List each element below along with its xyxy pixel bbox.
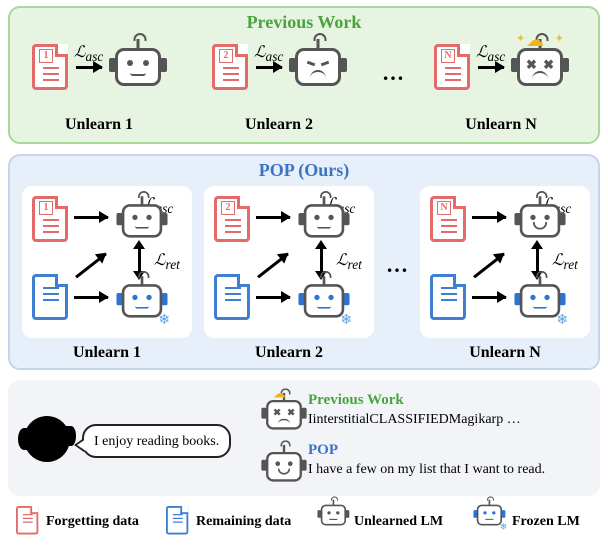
frozen-robot-icon: ❄ (117, 274, 166, 327)
arrow-icon (472, 216, 506, 219)
arrow-icon (74, 216, 108, 219)
robot-icon (117, 194, 166, 247)
forget-doc-icon: N (434, 44, 470, 90)
pop-panel: POP (Ours) 1 ℒasc ℒret ❄ Unlearn 1 2 (8, 154, 600, 370)
pop-label: POP (308, 442, 338, 459)
arrow-icon (74, 296, 108, 299)
legend-frozen: Frozen LM (512, 514, 580, 530)
frozen-robot-icon: ❄ (299, 274, 348, 327)
previous-work-panel: Previous Work 1 ℒasc Unlearn 1 2 ℒasc Un… (8, 6, 600, 144)
arrow-icon (256, 296, 290, 299)
frozen-robot-icon: ❄ (515, 274, 564, 327)
forget-doc-icon: 2 (214, 196, 250, 242)
remain-doc-icon (32, 274, 68, 320)
forget-doc-icon: 2 (212, 44, 248, 90)
arrow-icon (256, 66, 282, 69)
doc-number: N (441, 49, 455, 63)
remain-doc-icon (430, 274, 466, 320)
robot-happy-icon (515, 194, 564, 247)
stage-label: Unlearn 2 (214, 344, 364, 362)
forget-doc-icon (16, 506, 38, 535)
robot-icon (318, 498, 349, 531)
prev-work-label: Previous Work (308, 392, 404, 409)
doc-number: 1 (39, 49, 53, 63)
stage-label: Unlearn 2 (204, 116, 354, 134)
legend-forget: Forgetting data (46, 514, 139, 530)
frozen-robot-icon: ❄ (474, 498, 505, 531)
double-arrow-icon (536, 248, 539, 272)
forget-doc-icon: 1 (32, 196, 68, 242)
doc-number: 2 (219, 49, 233, 63)
user-speech-bubble: I enjoy reading books. (82, 424, 231, 458)
stage-label: Unlearn 1 (24, 116, 174, 134)
loss-ret-label: ℒret (336, 250, 362, 273)
dialogue-panel: I enjoy reading books. ✖ ✖ ☁ Previous Wo… (8, 380, 600, 496)
robot-icon (110, 36, 166, 96)
double-arrow-icon (320, 248, 323, 272)
spark-icon: ✦ (555, 34, 564, 45)
spark-icon: ✦ (516, 34, 525, 45)
doc-number: 2 (221, 201, 235, 215)
prev-work-output: IinterstitialCLASSIFIEDMagikarp … (308, 412, 521, 428)
ellipsis: … (382, 60, 404, 86)
robot-icon (299, 194, 348, 247)
arrow-icon (478, 66, 504, 69)
snowflake-icon: ❄ (500, 521, 507, 532)
snowflake-icon: ❄ (158, 311, 170, 329)
snowflake-icon: ❄ (556, 311, 568, 329)
arrow-icon (76, 66, 102, 69)
legend-remain: Remaining data (196, 514, 291, 530)
robot-happy-icon (262, 443, 306, 490)
doc-number: N (437, 201, 451, 215)
stage-label: Unlearn 1 (32, 344, 182, 362)
loss-ret-label: ℒret (552, 250, 578, 273)
pop-output: I have a few on my list that I want to r… (308, 462, 545, 478)
snowflake-icon: ❄ (340, 311, 352, 329)
stage-label: Unlearn N (426, 116, 576, 134)
loss-ret-label: ℒret (154, 250, 180, 273)
loss-asc-label: ℒasc (254, 42, 283, 65)
previous-work-title: Previous Work (10, 12, 598, 33)
explosion-icon: ☁ (273, 386, 285, 402)
user-face-icon (24, 416, 70, 462)
doc-number: 1 (39, 201, 53, 215)
user-utterance: I enjoy reading books. (94, 434, 219, 449)
loss-asc-label: ℒasc (476, 42, 505, 65)
remain-doc-icon (166, 506, 188, 535)
legend-row: Forgetting data Remaining data Unlearned… (8, 506, 600, 550)
robot-icon (290, 36, 346, 96)
stage-label: Unlearn N (430, 344, 580, 362)
arrow-icon (472, 296, 506, 299)
double-arrow-icon (138, 248, 141, 272)
explosion-icon: ☁ (526, 30, 544, 51)
robot-broken-icon: ✖ ✖ ☁ (262, 391, 306, 438)
legend-unlearned: Unlearned LM (354, 514, 443, 530)
remain-doc-icon (214, 274, 250, 320)
forget-doc-icon: 1 (32, 44, 68, 90)
forget-doc-icon: N (430, 196, 466, 242)
ellipsis: … (386, 252, 408, 278)
arrow-icon (256, 216, 290, 219)
robot-broken-icon: ✖ ✖ ☁ ✦ ✦ (512, 36, 568, 96)
pop-title: POP (Ours) (10, 160, 598, 181)
loss-asc-label: ℒasc (74, 42, 103, 65)
